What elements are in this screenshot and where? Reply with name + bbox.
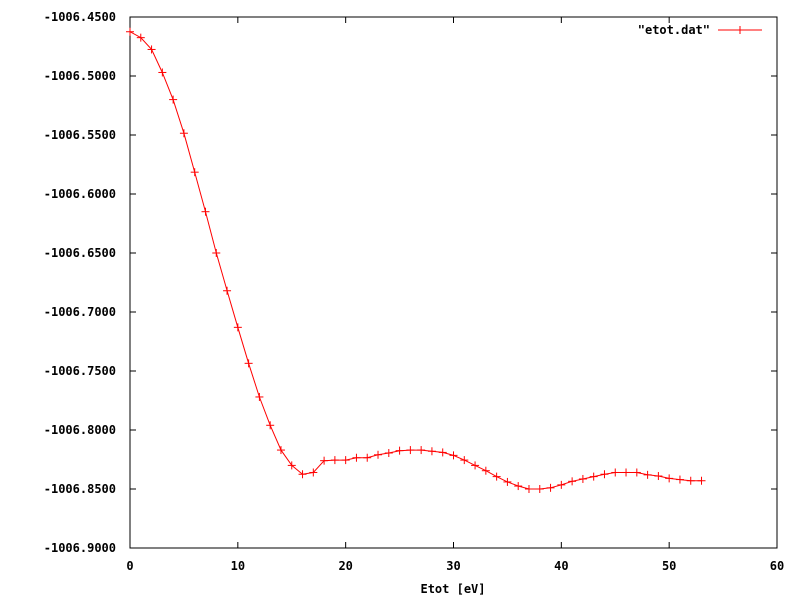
data-point-marker	[686, 476, 695, 485]
data-point-marker	[330, 456, 339, 465]
data-point-marker	[298, 470, 307, 479]
y-tick-label: -1006.9000	[44, 541, 116, 555]
data-point-marker	[244, 359, 253, 368]
y-tick-label: -1006.4500	[44, 10, 116, 24]
data-point-marker	[395, 446, 404, 455]
x-tick-label: 10	[231, 559, 245, 573]
legend: "etot.dat"	[638, 23, 762, 37]
y-tick-label: -1006.7500	[44, 364, 116, 378]
data-point-marker	[158, 68, 167, 77]
data-point-marker	[471, 461, 480, 470]
data-point-marker	[212, 249, 221, 257]
y-tick-label: -1006.6000	[44, 187, 116, 201]
x-axis-ticks: 0 10 20 30 40 50 60	[126, 17, 784, 573]
data-point-marker	[341, 456, 350, 465]
y-tick-label: -1006.7000	[44, 305, 116, 319]
y-tick-label: -1006.6500	[44, 246, 116, 260]
data-point-marker	[201, 207, 210, 216]
data-point-marker	[449, 451, 458, 460]
data-point-marker	[600, 470, 609, 479]
x-tick-label: 60	[770, 559, 784, 573]
data-point-marker	[578, 474, 587, 483]
data-point-marker	[622, 468, 631, 477]
y-tick-label: -1006.8500	[44, 482, 116, 496]
data-point-marker	[481, 466, 490, 475]
data-point-marker	[514, 482, 523, 491]
data-point-marker	[363, 453, 372, 462]
data-point-marker	[266, 421, 275, 430]
x-tick-label: 0	[126, 559, 133, 573]
data-point-marker	[492, 472, 501, 481]
data-point-marker	[406, 446, 415, 455]
data-point-marker	[255, 392, 264, 401]
series-line-etot	[129, 31, 702, 490]
data-point-marker	[179, 129, 188, 138]
x-tick-label: 30	[446, 559, 460, 573]
data-point-marker	[632, 468, 641, 477]
data-point-marker	[535, 485, 544, 493]
data-point-marker	[374, 450, 383, 459]
data-point-marker	[568, 477, 577, 486]
series-markers-etot	[126, 27, 706, 493]
data-point-marker	[427, 447, 436, 456]
y-axis-ticks: -1006.4500 -1006.5000 -1006.5500 -1006.6000…	[44, 10, 777, 555]
data-point-marker	[665, 474, 674, 483]
y-tick-label: -1006.8000	[44, 423, 116, 437]
data-point-marker	[136, 33, 145, 42]
x-tick-label: 50	[662, 559, 676, 573]
x-axis-label: Etot [eV]	[420, 582, 485, 596]
data-point-marker	[524, 485, 533, 493]
data-point-marker	[276, 446, 285, 455]
data-point-marker	[503, 477, 512, 486]
data-point-marker	[438, 448, 447, 457]
data-point-marker	[643, 470, 652, 479]
y-tick-label: -1006.5500	[44, 128, 116, 142]
data-point-marker	[557, 480, 566, 489]
data-point-marker	[460, 456, 469, 465]
data-point-marker	[417, 446, 426, 455]
x-tick-label: 20	[338, 559, 352, 573]
data-point-marker	[233, 323, 242, 332]
data-point-marker	[589, 472, 598, 481]
data-point-marker	[320, 456, 329, 465]
data-point-marker	[126, 27, 134, 36]
data-point-marker	[169, 95, 178, 104]
legend-marker-sample	[736, 26, 744, 34]
data-point-marker	[309, 468, 318, 477]
data-point-marker	[190, 168, 199, 177]
data-point-marker	[223, 286, 232, 295]
data-point-marker	[384, 449, 393, 458]
legend-label: "etot.dat"	[638, 23, 710, 37]
plot-frame	[129, 16, 778, 549]
x-tick-label: 40	[554, 559, 568, 573]
data-point-marker	[611, 468, 620, 477]
data-point-marker	[697, 476, 706, 485]
data-point-marker	[287, 461, 296, 470]
data-point-marker	[546, 483, 555, 492]
y-tick-label: -1006.5000	[44, 69, 116, 83]
data-point-marker	[675, 475, 684, 484]
data-point-marker	[147, 45, 156, 54]
data-point-marker	[654, 472, 663, 481]
data-point-marker	[352, 453, 361, 462]
